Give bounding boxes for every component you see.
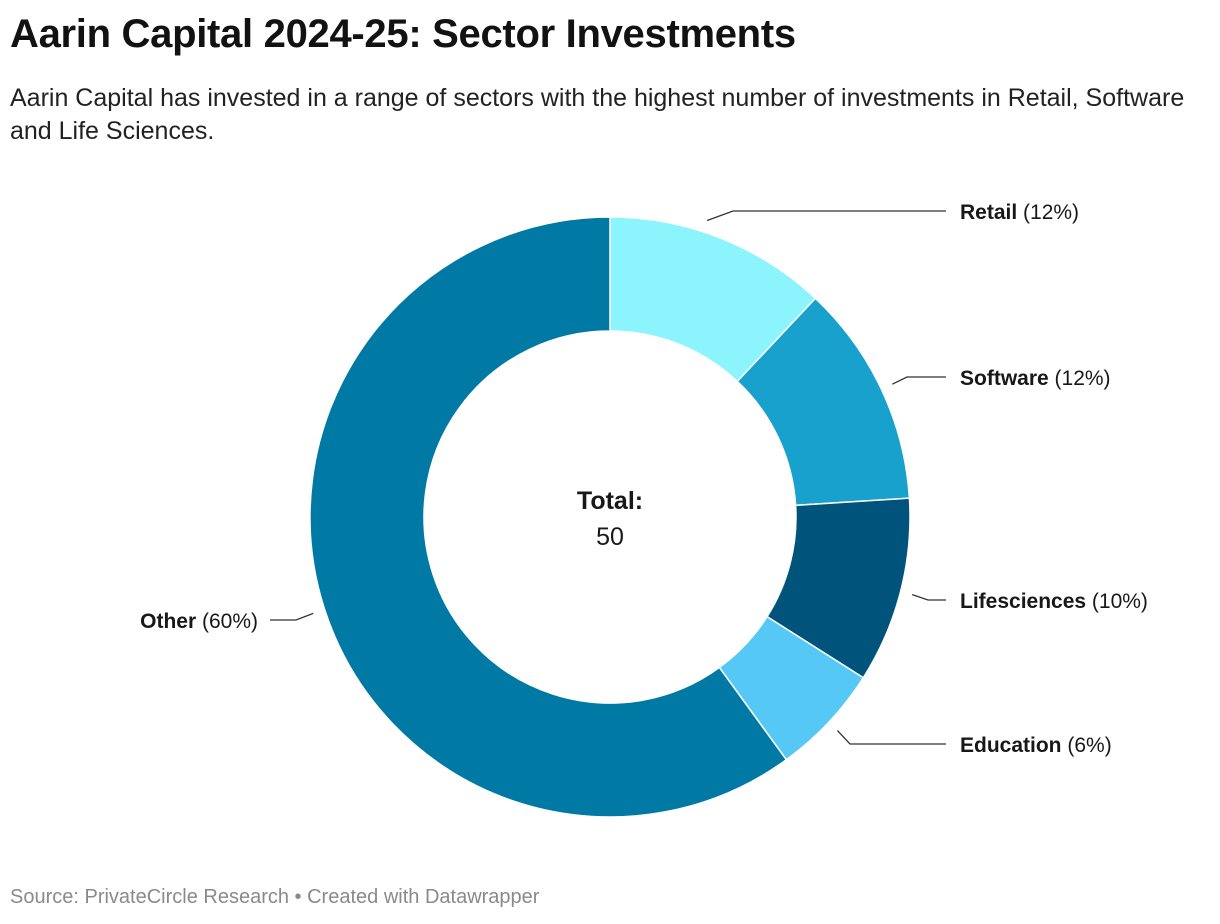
- slice-label-software: Software (12%): [960, 367, 1111, 390]
- donut-slices: [309, 216, 911, 818]
- slice-labels: Retail (12%)Software (12%)Lifesciences (…: [140, 201, 1148, 757]
- source-footer: Source: PrivateCircle Research • Created…: [10, 886, 540, 908]
- slice-label-percent: (6%): [1062, 734, 1112, 757]
- slice-label-name: Software: [960, 367, 1049, 390]
- chart-title: Aarin Capital 2024-25: Sector Investment…: [10, 12, 796, 56]
- slice-label-percent: (12%): [1017, 201, 1079, 224]
- leader-line-software: [892, 376, 946, 385]
- leader-line-retail: [706, 210, 946, 222]
- slice-label-education: Education (6%): [960, 734, 1112, 757]
- label-leader-lines: [270, 210, 946, 745]
- slice-label-retail: Retail (12%): [960, 201, 1079, 224]
- slice-other: [309, 216, 788, 818]
- slice-label-name: Other: [140, 610, 196, 633]
- leader-line-other: [270, 612, 314, 621]
- slice-label-percent: (60%): [196, 610, 258, 633]
- chart-subtitle: Aarin Capital has invested in a range of…: [10, 84, 1185, 145]
- slice-label-lifesciences: Lifesciences (10%): [960, 590, 1148, 613]
- center-total-label: Total:: [577, 487, 643, 515]
- slice-label-other: Other (60%): [140, 610, 258, 633]
- leader-line-lifesciences: [911, 593, 946, 601]
- leader-line-education: [836, 730, 946, 745]
- slice-label-percent: (10%): [1086, 590, 1148, 613]
- center-total-value: 50: [596, 523, 624, 551]
- slice-label-percent: (12%): [1049, 367, 1111, 390]
- slice-label-name: Education: [960, 734, 1062, 757]
- slice-label-name: Lifesciences: [960, 590, 1086, 613]
- slice-label-name: Retail: [960, 201, 1017, 224]
